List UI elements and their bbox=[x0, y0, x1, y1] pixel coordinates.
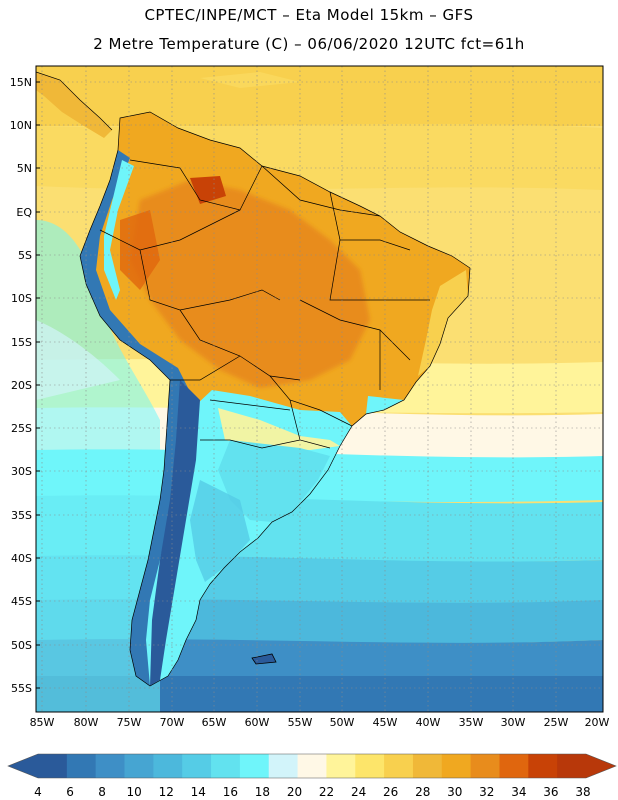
map-plot-area bbox=[36, 66, 603, 712]
lon-label: 35W bbox=[459, 716, 484, 729]
legend-swatch bbox=[66, 754, 97, 778]
legend-swatch bbox=[211, 754, 241, 778]
map-title-line2: 2 Metre Temperature (C) – 06/06/2020 12U… bbox=[93, 35, 525, 53]
map-frame bbox=[35, 65, 604, 713]
lon-label: 45W bbox=[373, 716, 398, 729]
legend-swatch bbox=[268, 754, 299, 778]
legend-value: 34 bbox=[511, 785, 526, 799]
lat-label: 5S bbox=[18, 249, 32, 262]
lon-label: 40W bbox=[416, 716, 441, 729]
legend-value: 30 bbox=[447, 785, 462, 799]
legend-value: 24 bbox=[351, 785, 366, 799]
lat-label: 10S bbox=[11, 292, 32, 305]
lat-label: 10N bbox=[10, 119, 32, 132]
legend-swatch bbox=[95, 754, 126, 778]
legend-value: 28 bbox=[415, 785, 430, 799]
graticule bbox=[36, 66, 603, 712]
legend-swatch bbox=[441, 754, 472, 778]
lat-label: 20S bbox=[11, 379, 32, 392]
lat-label: 5N bbox=[17, 162, 32, 175]
legend-swatch bbox=[153, 754, 183, 778]
legend-value: 6 bbox=[66, 785, 74, 799]
legend-value: 22 bbox=[319, 785, 334, 799]
latitude-axis: 15N 10N 5N EQ 5S 10S 15S 20S 25S 30S 35S 40S 45S 50S 5… bbox=[10, 76, 40, 695]
lon-label: 30W bbox=[501, 716, 526, 729]
legend-outline bbox=[7, 753, 617, 779]
lat-label: 25S bbox=[11, 422, 32, 435]
legend-value: 26 bbox=[383, 785, 398, 799]
lon-label: 25W bbox=[544, 716, 569, 729]
legend-swatch bbox=[355, 754, 385, 778]
legend-value: 8 bbox=[98, 785, 106, 799]
legend-value: 14 bbox=[191, 785, 206, 799]
legend-swatch bbox=[38, 754, 68, 778]
legend-value: 20 bbox=[287, 785, 302, 799]
longitude-axis: 85W 80W 75W 70W 65W 60W 55W 50W 45W 40W 35W 30W 25W 2… bbox=[30, 716, 610, 729]
lat-label: 45S bbox=[11, 595, 32, 608]
legend-low-arrow bbox=[8, 754, 38, 778]
lat-label: 40S bbox=[11, 552, 32, 565]
legend-high-arrow bbox=[586, 754, 616, 778]
lon-label: 85W bbox=[30, 716, 55, 729]
map-title-line1: CPTEC/INPE/MCT – Eta Model 15km – GFS bbox=[144, 6, 474, 24]
lon-label: 20W bbox=[585, 716, 610, 729]
lat-label: 15N bbox=[10, 76, 32, 89]
lon-label: 55W bbox=[288, 716, 313, 729]
legend-swatch bbox=[557, 754, 587, 778]
lat-label: EQ bbox=[16, 206, 32, 219]
lon-label: 75W bbox=[117, 716, 142, 729]
legend-value: 36 bbox=[543, 785, 558, 799]
legend-value: 18 bbox=[255, 785, 270, 799]
legend-swatch bbox=[124, 754, 154, 778]
legend-swatch bbox=[528, 754, 558, 778]
legend-value: 12 bbox=[159, 785, 174, 799]
south-america-land bbox=[80, 112, 470, 686]
legend-value: 4 bbox=[34, 785, 42, 799]
lat-label: 35S bbox=[11, 509, 32, 522]
legend-swatch bbox=[326, 754, 356, 778]
legend-swatch bbox=[297, 754, 327, 778]
legend-swatch bbox=[384, 754, 414, 778]
color-legend: 4 6 8 10 12 14 16 18 20 22 24 26 28 30 32 34 36 38 bbox=[7, 753, 617, 799]
lon-label: 65W bbox=[202, 716, 227, 729]
legend-swatch bbox=[470, 754, 500, 778]
country-borders bbox=[36, 71, 471, 687]
lat-label: 15S bbox=[11, 336, 32, 349]
legend-value: 10 bbox=[127, 785, 142, 799]
legend-swatch bbox=[412, 754, 443, 778]
lat-label: 55S bbox=[11, 682, 32, 695]
legend-swatch bbox=[239, 754, 270, 778]
legend-value: 32 bbox=[479, 785, 494, 799]
lon-label: 80W bbox=[74, 716, 99, 729]
legend-value: 38 bbox=[575, 785, 590, 799]
legend-swatch bbox=[499, 754, 529, 778]
lat-label: 50S bbox=[11, 639, 32, 652]
lon-label: 60W bbox=[245, 716, 270, 729]
lon-label: 50W bbox=[330, 716, 355, 729]
lat-label: 30S bbox=[11, 465, 32, 478]
legend-value: 16 bbox=[223, 785, 238, 799]
lon-label: 70W bbox=[160, 716, 185, 729]
legend-swatch bbox=[182, 754, 212, 778]
